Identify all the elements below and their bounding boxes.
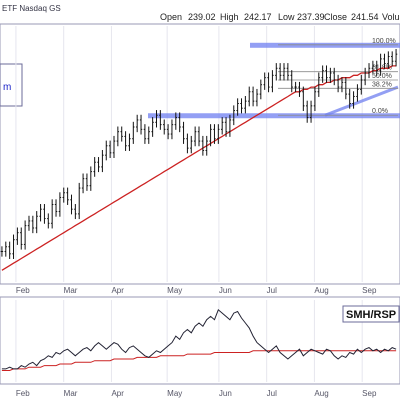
x-axis-label: Mar [64, 286, 78, 295]
resistance-band [250, 42, 400, 48]
open-label: Open [160, 12, 182, 22]
ratio-panel-frame [0, 296, 400, 385]
x-axis-label: Apr [111, 286, 124, 295]
low-value: 237.39 [297, 12, 325, 22]
fibonacci-label: 100.0% [372, 38, 396, 45]
x-axis-label: Sep [362, 389, 377, 398]
fibonacci-label: 0.0% [372, 108, 388, 115]
x-axis-labels-bottom: Feb Mar Apr May Jun Jul Aug Sep [16, 389, 377, 398]
ratio-line [1, 308, 397, 370]
volume-label: Volu [382, 12, 400, 22]
close-label: Close [324, 12, 347, 22]
high-label: High [220, 12, 239, 22]
ratio-panel: SMH/RSP [0, 296, 400, 385]
x-axis-label: Mar [64, 389, 78, 398]
fibonacci-label: 50.0% [372, 73, 392, 80]
support-band [148, 113, 400, 119]
header-bar: ETF Nasdaq GS Open 239.02 High 242.17 Lo… [2, 4, 400, 22]
x-axis-label: Feb [16, 389, 30, 398]
open-value: 239.02 [188, 12, 216, 22]
x-axis-label: Jul [267, 286, 277, 295]
x-axis-label: Jun [219, 389, 232, 398]
close-value: 241.54 [351, 12, 379, 22]
ratio-series-line [1, 308, 397, 370]
fibonacci-label: 38.2% [372, 81, 392, 88]
price-panel: m 100.0%61.8%50.0%38.2%0.0% [0, 23, 400, 285]
x-axis-label: Apr [111, 389, 124, 398]
x-axis-label: May [167, 389, 182, 398]
ratio-title: SMH/RSP [346, 309, 396, 321]
price-gridlines [15, 26, 363, 282]
support-zone [148, 42, 400, 119]
x-axis-label: Aug [314, 389, 328, 398]
price-panel-frame [0, 23, 400, 285]
high-value: 242.17 [244, 12, 272, 22]
legend-box [0, 63, 23, 107]
x-axis-label: Aug [314, 286, 328, 295]
symbol-text: ETF Nasdaq GS [2, 4, 61, 13]
x-axis-label: Jun [219, 286, 232, 295]
x-axis-labels-top: Feb Mar Apr May Jun Jul Aug Sep [16, 286, 377, 295]
x-axis-label: May [167, 286, 182, 295]
x-axis-label: Sep [362, 286, 377, 295]
x-axis-label: Jul [267, 389, 277, 398]
low-label: Low [278, 12, 295, 22]
legend-box-text: m [3, 82, 11, 93]
price-bars [0, 49, 398, 259]
ratio-legend-box [342, 305, 400, 323]
trendline-band [324, 85, 399, 117]
x-axis-label: Feb [16, 286, 30, 295]
